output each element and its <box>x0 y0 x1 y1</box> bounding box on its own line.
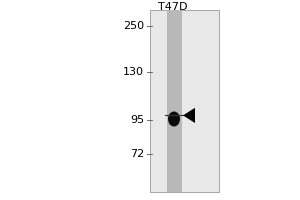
Polygon shape <box>183 108 195 123</box>
Text: 72: 72 <box>130 149 144 159</box>
Bar <box>167 10 182 192</box>
Text: 250: 250 <box>123 21 144 31</box>
Text: 95: 95 <box>130 115 144 125</box>
Ellipse shape <box>168 112 180 127</box>
Text: T47D: T47D <box>158 2 187 12</box>
Text: 130: 130 <box>123 67 144 77</box>
Bar <box>150 10 219 192</box>
